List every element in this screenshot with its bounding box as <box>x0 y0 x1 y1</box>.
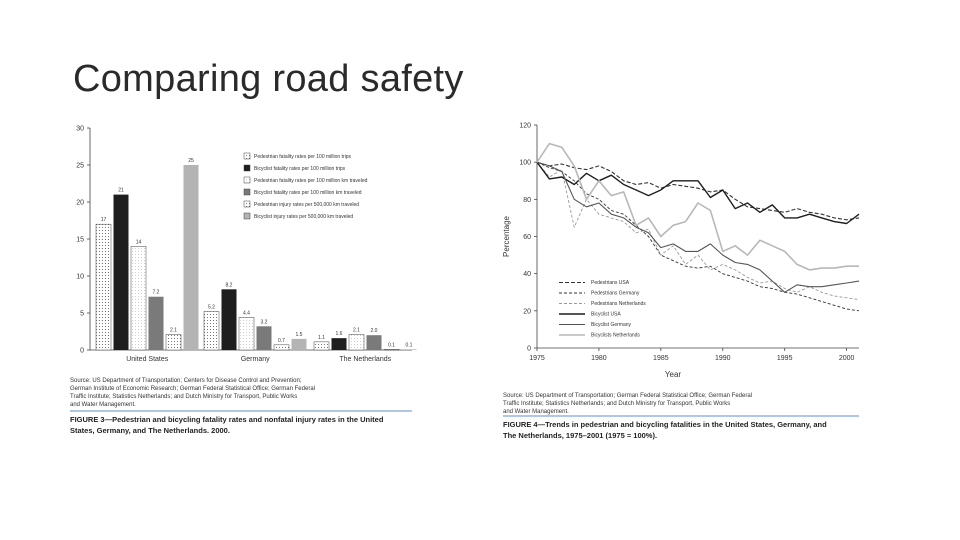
bar-2-1 <box>331 338 347 350</box>
bar-data-label: 1.5 <box>296 332 303 338</box>
figure-3-bar-chart: 0 5 10 15 20 25 30 United States Germany The Neth… <box>70 126 417 435</box>
legend-entry: Bicyclist USA <box>591 312 621 318</box>
bar-data-label: 1.6 <box>336 331 343 337</box>
legend-entry: Pedestrian fatality rates per 100 millio… <box>254 178 368 184</box>
bar-data-label: 2.0 <box>371 328 378 334</box>
legend-entry: Pedestrian injury rates per 500,000 km t… <box>254 202 359 208</box>
bar-data-label: 1.1 <box>318 335 325 341</box>
y-tick-label: 15 <box>76 237 84 244</box>
figure-3-caption-line: FIGURE 3—Pedestrian and bicycling fatali… <box>70 415 384 424</box>
bar-0-3 <box>148 296 164 350</box>
y-tick-label: 5 <box>80 311 84 318</box>
series-line-1 <box>536 161 860 312</box>
y-tick-label: 20 <box>523 308 531 315</box>
legend-swatch <box>243 152 251 160</box>
bar-data-label: 0.1 <box>406 342 413 348</box>
x-tick-label: 1995 <box>777 355 793 362</box>
legend-swatch <box>243 176 251 184</box>
figure-4-source: Source: US Department of Transportation;… <box>503 393 752 415</box>
bar-data-label: 2.1 <box>170 327 177 333</box>
bar-0-5 <box>183 165 199 350</box>
bar-data-label: 4.4 <box>243 310 250 316</box>
bar-data-label: 14 <box>136 239 142 245</box>
legend-entry: Bicyclist Germany <box>591 322 632 328</box>
x-tick-label: 1975 <box>529 355 545 362</box>
x-tick-label: 1985 <box>653 355 669 362</box>
bar-data-label: 7.2 <box>153 290 160 296</box>
legend-entry: Pedestrian fatality rates per 100 millio… <box>254 154 351 160</box>
bar-data-label: 2.1 <box>353 327 360 333</box>
y-tick-label: 80 <box>523 197 531 204</box>
y-tick-label: 60 <box>523 234 531 241</box>
bar-0-0 <box>95 223 112 351</box>
legend-entry: Pedestrians USA <box>591 280 630 286</box>
legend-swatch <box>243 200 251 208</box>
bar-1-5 <box>291 338 307 350</box>
bar-2-5 <box>401 349 417 350</box>
y-tick-label: 40 <box>523 271 531 278</box>
bar-2-4 <box>383 349 400 351</box>
legend-swatch <box>243 164 251 172</box>
figure-4-caption-line: FIGURE 4—Trends in pedestrian and bicycl… <box>503 420 827 429</box>
bar-data-label: 17 <box>101 217 107 223</box>
bar-0-2 <box>130 246 147 351</box>
bar-1-3 <box>256 326 272 350</box>
legend-swatch <box>243 212 251 220</box>
bar-data-label: 0.7 <box>278 338 285 344</box>
y-tick-label: 100 <box>519 160 531 167</box>
figure-4-caption-line: The Netherlands, 1975–2001 (1975 = 100%)… <box>503 431 657 440</box>
y-axis-title: Percentage <box>502 215 511 256</box>
x-tick-label: 2000 <box>839 355 855 362</box>
bar-data-label: 3.2 <box>261 319 268 325</box>
legend-entry: Bicyclists Netherlands <box>591 333 640 339</box>
bar-0-4 <box>165 334 182 351</box>
figure-3-caption-line: States, Germany, and The Netherlands. 20… <box>70 426 230 435</box>
y-tick-label: 120 <box>519 123 531 130</box>
series-line-4 <box>536 161 860 293</box>
series-line-2 <box>536 161 860 301</box>
figure-3-source: Source: US Department of Transportation;… <box>70 378 315 408</box>
y-tick-label: 0 <box>80 348 84 355</box>
legend-entry: Bicyclist injury rates per 500,000 km tr… <box>254 214 353 220</box>
legend-entry: Bicyclist fatality rates per 100 million… <box>254 166 346 172</box>
y-tick-label: 25 <box>76 163 84 170</box>
bar-1-4 <box>273 344 290 351</box>
y-tick-label: 30 <box>76 126 84 133</box>
bar-data-label: 21 <box>118 188 124 194</box>
series-line-5 <box>536 142 859 271</box>
bar-data-label: 25 <box>188 158 194 164</box>
x-tick-label: 1990 <box>715 355 731 362</box>
y-tick-label: 10 <box>76 274 84 281</box>
bar-data-label: 8.2 <box>226 282 233 288</box>
slide-title: Comparing road safety <box>73 58 464 100</box>
bar-2-0 <box>313 341 330 351</box>
legend-entry: Pedestrians Germany <box>591 291 640 297</box>
x-category-label: The Netherlands <box>339 356 391 363</box>
bar-0-1 <box>113 194 129 350</box>
x-category-label: Germany <box>241 356 270 363</box>
legend-swatch <box>243 188 251 196</box>
y-tick-label: 0 <box>527 346 531 353</box>
x-tick-label: 1980 <box>591 355 607 362</box>
y-tick-label: 20 <box>76 200 84 207</box>
bar-data-label: 5.2 <box>208 305 215 311</box>
figure-4-line-chart: 0 20 40 60 80 100 120 1975 1980 1985 1990 1995 2000 Y… <box>502 123 860 440</box>
legend-entry: Pedestrians Netherlands <box>591 301 646 307</box>
legend-entry: Bicyclist fatality rates per 100 million… <box>254 190 362 196</box>
bar-2-3 <box>366 335 382 350</box>
bar-1-1 <box>221 289 237 350</box>
x-category-label: United States <box>126 356 169 363</box>
bar-data-label: 0.1 <box>388 342 395 348</box>
bar-1-2 <box>238 317 255 351</box>
series-line-0 <box>536 161 860 221</box>
x-axis-title: Year <box>665 370 682 379</box>
series-line-3 <box>536 161 860 225</box>
bar-1-0 <box>203 311 220 351</box>
bar-2-2 <box>348 334 365 351</box>
